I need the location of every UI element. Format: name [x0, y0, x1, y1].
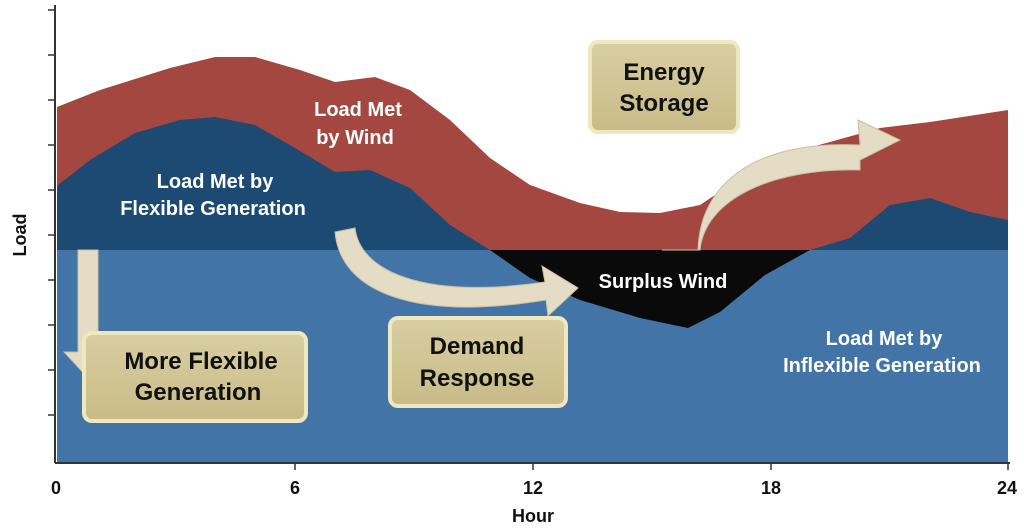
- area-label: Load Met by: [826, 328, 944, 350]
- surplus-area: [490, 250, 810, 328]
- box-label: More Flexible: [124, 348, 277, 375]
- box-label: Demand: [430, 333, 525, 360]
- area-label: by Wind: [316, 127, 394, 149]
- area-label: Inflexible Generation: [783, 355, 981, 377]
- box-label: Storage: [619, 90, 708, 117]
- box-label: Response: [420, 365, 535, 392]
- x-axis-label: Hour: [512, 506, 554, 526]
- x-tick-label: 24: [997, 478, 1017, 498]
- box: [588, 40, 740, 134]
- box: [82, 331, 308, 423]
- box-label: Generation: [135, 379, 262, 406]
- area-label: Surplus Wind: [599, 271, 728, 293]
- x-tick-label: 6: [290, 478, 300, 498]
- x-tick-label: 0: [51, 478, 61, 498]
- box: [388, 316, 568, 408]
- x-tick-label: 18: [761, 478, 781, 498]
- flexible-area: [810, 198, 1008, 250]
- axes: [48, 5, 1010, 470]
- area-label: Flexible Generation: [120, 198, 306, 220]
- area-label: Load Met by: [157, 171, 275, 193]
- x-tick-label: 12: [523, 478, 543, 498]
- area-label: Load Met: [314, 99, 402, 121]
- y-axis-label: Load: [10, 214, 30, 257]
- flexible-area: [57, 117, 490, 250]
- box-label: Energy: [623, 59, 705, 86]
